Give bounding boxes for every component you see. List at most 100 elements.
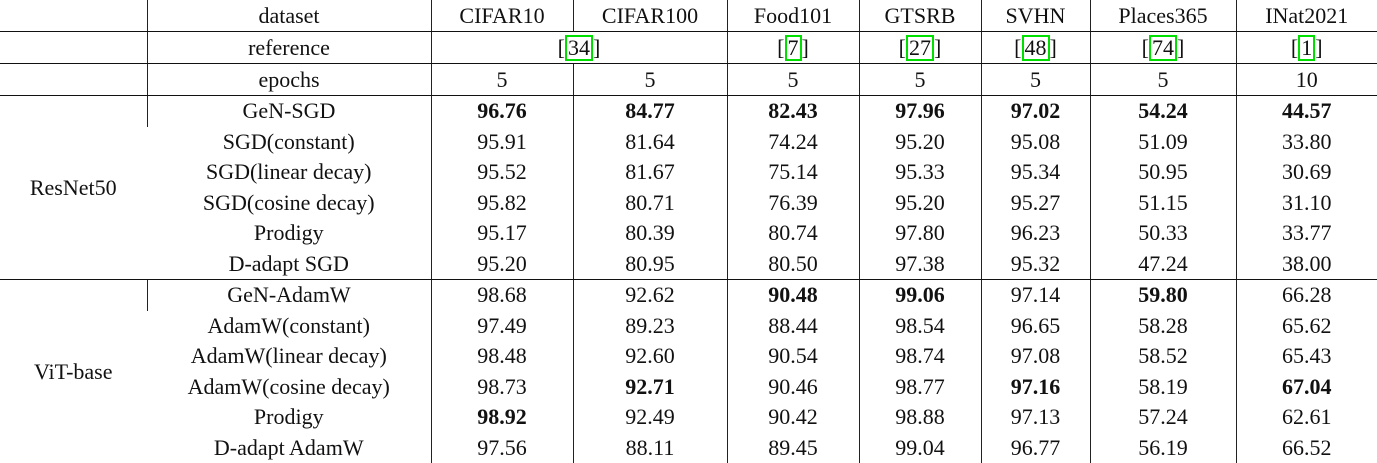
reference-cell: [74]: [1090, 32, 1236, 64]
corner-cell: [0, 64, 147, 96]
epochs-label: epochs: [147, 64, 431, 96]
model-group-label: ViT-base: [0, 280, 147, 463]
accuracy-cell: 80.95: [573, 249, 727, 280]
column-header: CIFAR100: [573, 0, 727, 32]
accuracy-cell: 95.82: [431, 188, 573, 219]
column-header: CIFAR10: [431, 0, 573, 32]
accuracy-cell: 80.39: [573, 218, 727, 249]
reference-cell: [7]: [727, 32, 859, 64]
accuracy-cell: 95.32: [981, 249, 1090, 280]
accuracy-cell: 80.71: [573, 188, 727, 219]
epochs-cell: 5: [859, 64, 981, 96]
citation-link[interactable]: 7: [785, 35, 802, 61]
column-header: Food101: [727, 0, 859, 32]
method-name: D-adapt AdamW: [147, 433, 431, 463]
model-group-label: ResNet50: [0, 96, 147, 280]
accuracy-cell: 89.45: [727, 433, 859, 463]
accuracy-cell: 65.62: [1236, 311, 1377, 342]
column-header: INat2021: [1236, 0, 1377, 32]
reference-cell: [27]: [859, 32, 981, 64]
accuracy-cell: 97.02: [981, 96, 1090, 127]
accuracy-cell: 97.38: [859, 249, 981, 280]
accuracy-cell: 98.92: [431, 402, 573, 433]
accuracy-cell: 98.68: [431, 280, 573, 311]
accuracy-cell: 65.43: [1236, 341, 1377, 372]
accuracy-cell: 66.52: [1236, 433, 1377, 463]
accuracy-cell: 51.09: [1090, 127, 1236, 158]
epochs-cell: 5: [981, 64, 1090, 96]
accuracy-cell: 62.61: [1236, 402, 1377, 433]
accuracy-cell: 84.77: [573, 96, 727, 127]
reference-cell: [1]: [1236, 32, 1377, 64]
accuracy-cell: 96.65: [981, 311, 1090, 342]
reference-cell: [48]: [981, 32, 1090, 64]
accuracy-cell: 95.20: [431, 249, 573, 280]
accuracy-cell: 95.08: [981, 127, 1090, 158]
method-name: GeN-AdamW: [147, 280, 431, 311]
epochs-cell: 5: [1090, 64, 1236, 96]
method-name: AdamW(linear decay): [147, 341, 431, 372]
accuracy-cell: 82.43: [727, 96, 859, 127]
accuracy-cell: 88.11: [573, 433, 727, 463]
accuracy-cell: 30.69: [1236, 157, 1377, 188]
epochs-cell: 10: [1236, 64, 1377, 96]
header-row-reference: reference [34][7][27][48][74][1]: [0, 32, 1377, 64]
accuracy-cell: 98.73: [431, 372, 573, 403]
accuracy-cell: 67.04: [1236, 372, 1377, 403]
accuracy-cell: 80.74: [727, 218, 859, 249]
accuracy-cell: 31.10: [1236, 188, 1377, 219]
accuracy-cell: 74.24: [727, 127, 859, 158]
method-name: SGD(cosine decay): [147, 188, 431, 219]
accuracy-cell: 92.71: [573, 372, 727, 403]
accuracy-cell: 80.50: [727, 249, 859, 280]
method-name: Prodigy: [147, 402, 431, 433]
accuracy-cell: 81.67: [573, 157, 727, 188]
citation-link[interactable]: 74: [1149, 35, 1177, 61]
epochs-cell: 5: [431, 64, 573, 96]
citation-link[interactable]: 34: [565, 35, 593, 61]
accuracy-cell: 99.06: [859, 280, 981, 311]
method-name: Prodigy: [147, 218, 431, 249]
accuracy-cell: 47.24: [1090, 249, 1236, 280]
accuracy-cell: 96.76: [431, 96, 573, 127]
reference-label: reference: [147, 32, 431, 64]
accuracy-cell: 76.39: [727, 188, 859, 219]
column-header: Places365: [1090, 0, 1236, 32]
accuracy-cell: 96.23: [981, 218, 1090, 249]
accuracy-cell: 97.08: [981, 341, 1090, 372]
accuracy-cell: 97.16: [981, 372, 1090, 403]
accuracy-cell: 97.13: [981, 402, 1090, 433]
method-name: SGD(linear decay): [147, 157, 431, 188]
accuracy-cell: 98.88: [859, 402, 981, 433]
citation-link[interactable]: 1: [1298, 35, 1315, 61]
accuracy-cell: 58.52: [1090, 341, 1236, 372]
accuracy-cell: 89.23: [573, 311, 727, 342]
citation-link[interactable]: 48: [1022, 35, 1050, 61]
accuracy-cell: 44.57: [1236, 96, 1377, 127]
accuracy-cell: 57.24: [1090, 402, 1236, 433]
accuracy-cell: 92.60: [573, 341, 727, 372]
method-name: AdamW(constant): [147, 311, 431, 342]
column-header: SVHN: [981, 0, 1090, 32]
accuracy-cell: 97.96: [859, 96, 981, 127]
accuracy-cell: 95.20: [859, 188, 981, 219]
accuracy-cell: 38.00: [1236, 249, 1377, 280]
accuracy-cell: 54.24: [1090, 96, 1236, 127]
accuracy-cell: 97.80: [859, 218, 981, 249]
accuracy-cell: 98.48: [431, 341, 573, 372]
accuracy-cell: 66.28: [1236, 280, 1377, 311]
citation-link[interactable]: 27: [906, 35, 934, 61]
accuracy-cell: 59.80: [1090, 280, 1236, 311]
accuracy-cell: 95.91: [431, 127, 573, 158]
